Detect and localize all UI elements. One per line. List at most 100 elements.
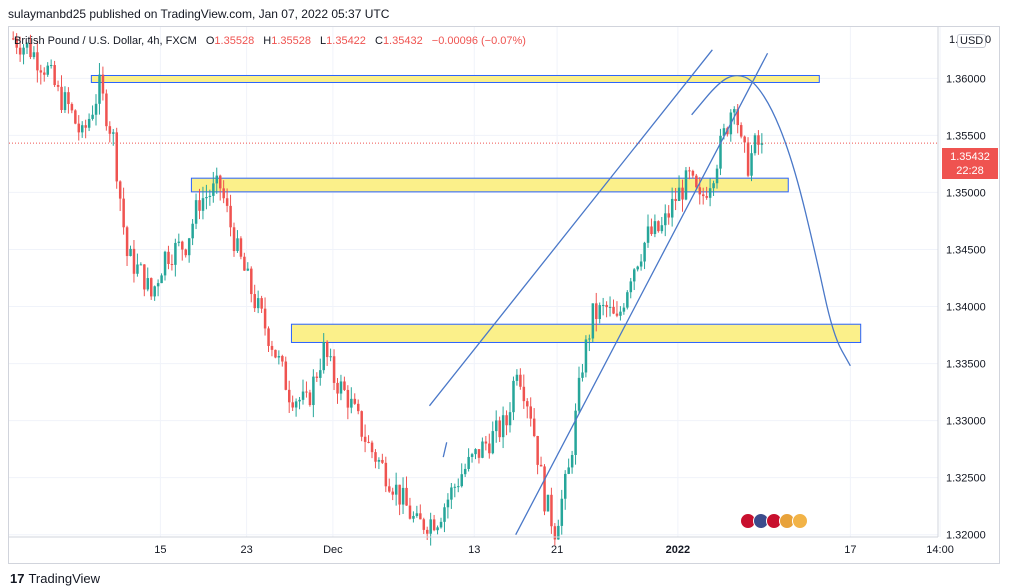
candle-body [429, 519, 432, 534]
tradingview-mark-icon: 17 [10, 571, 25, 586]
candle-body [177, 241, 181, 243]
candle-body [156, 283, 160, 287]
candle-body [539, 464, 543, 467]
candle-body [639, 261, 643, 267]
candle-body [705, 196, 708, 198]
candle-body [170, 263, 174, 265]
candle-body [67, 92, 70, 105]
candle-body [553, 526, 557, 540]
candle-body [439, 521, 443, 528]
supply-demand-zones [90, 74, 862, 343]
candle-body [101, 74, 105, 94]
last-price-value: 1.35432 [950, 151, 990, 163]
candle-body [70, 104, 74, 111]
time-tick-label: 2022 [666, 544, 690, 556]
candle-body [598, 305, 601, 320]
time-tick-label: 14:00 [926, 544, 954, 556]
candle-body [505, 415, 508, 426]
candle-body [446, 499, 450, 508]
candle-body [753, 135, 757, 154]
candle-body [263, 308, 267, 329]
candle-body [691, 170, 695, 176]
candle-body [577, 377, 581, 411]
candle-body [260, 298, 263, 309]
candle-body [467, 456, 470, 469]
candle-body [426, 529, 429, 534]
candle-body [450, 487, 453, 500]
zone-rectangle [90, 74, 820, 83]
candle-body [150, 278, 153, 297]
candle-body [77, 123, 81, 133]
brand-name: TradingView [28, 571, 101, 586]
candle-body [522, 386, 526, 402]
candle-body [684, 170, 688, 200]
time-tick-label: 21 [551, 544, 563, 556]
candle-body [46, 65, 49, 75]
candle-body [760, 143, 764, 145]
candle-body [567, 467, 570, 474]
candle-body [12, 38, 15, 40]
candle-body [688, 170, 691, 172]
candle-body [722, 128, 726, 136]
price-tick-label: 1.33000 [946, 416, 986, 428]
candle-body [546, 494, 550, 512]
symbol-title: British Pound / U.S. Dollar, 4h, FXCM [14, 35, 197, 47]
candle-body [377, 459, 381, 462]
candle-body [308, 392, 312, 406]
candle-body [398, 484, 401, 505]
candle-body [615, 313, 619, 316]
candle-body [574, 410, 577, 456]
candle-body [508, 412, 512, 426]
candle-body [629, 281, 633, 293]
candle-body [746, 142, 750, 176]
candle-body [512, 380, 515, 413]
candle-body [329, 356, 332, 358]
candle-body [681, 187, 684, 200]
candle-body [153, 286, 156, 297]
candle-body [743, 136, 746, 143]
candle-body [736, 109, 739, 126]
candle-body [484, 441, 488, 444]
time-tick-label: Dec [323, 544, 343, 556]
candle-body [515, 374, 519, 381]
candlesticks [12, 31, 764, 546]
candle-body [712, 183, 715, 189]
candle-body [167, 251, 170, 264]
candle-body [636, 266, 639, 270]
trendlines [9, 49, 938, 536]
candle-body [346, 389, 350, 408]
open-value: 1.35528 [214, 35, 255, 47]
price-tick-label: 1.32000 [946, 530, 986, 542]
candle-body [339, 381, 343, 394]
price-tick-label: 1.34500 [946, 244, 986, 256]
tradingview-logo[interactable]: 17 TradingView [10, 571, 100, 586]
candle-body [112, 132, 115, 134]
candle-body [677, 187, 681, 201]
candle-body [584, 339, 588, 373]
candle-body [332, 356, 336, 383]
economic-event-icon[interactable] [792, 513, 808, 529]
candle-body [405, 487, 408, 506]
candle-body [53, 65, 56, 86]
candle-body [267, 328, 270, 346]
candle-body [253, 294, 256, 309]
candle-body [232, 227, 236, 252]
candle-body [619, 311, 622, 316]
candle-body [588, 338, 591, 340]
currency-badge[interactable]: USD [957, 34, 987, 48]
candle-body [191, 223, 194, 239]
candle-body [301, 391, 305, 400]
candle-body [250, 268, 253, 295]
candle-body [664, 213, 667, 226]
candle-body [305, 391, 308, 393]
candle-body [739, 125, 743, 137]
candle-body [336, 382, 339, 394]
candle-body [384, 462, 388, 487]
axis-partial-label-right: 0 [985, 34, 992, 46]
candle-body [360, 411, 363, 437]
candle-body [581, 372, 584, 378]
candle-body [184, 249, 187, 256]
candle-body [81, 125, 84, 133]
candle-body [381, 459, 384, 463]
